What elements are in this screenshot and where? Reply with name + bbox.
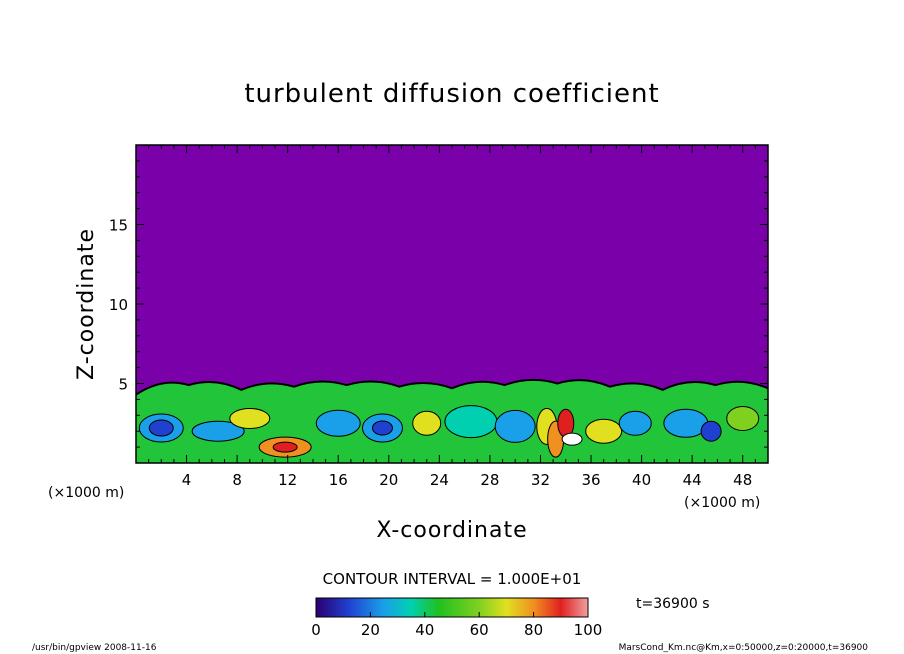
colorbar-tick-label: 80 [524, 621, 543, 639]
x-tick-label: 48 [733, 471, 752, 489]
y-tick-label: 10 [109, 296, 128, 314]
y-axis-label: Z-coordinate [74, 228, 99, 380]
turbulence-patch [561, 432, 583, 446]
y-tick-label: 15 [109, 217, 128, 235]
x-tick-label: 32 [531, 471, 550, 489]
x-tick-label: 36 [581, 471, 600, 489]
footer-right: MarsCond_Km.nc@Km,x=0:50000,z=0:20000,t=… [619, 643, 869, 653]
colorbar-tick-label: 0 [311, 621, 321, 639]
turbulence-patch [272, 441, 298, 453]
turbulence-patch [315, 409, 361, 437]
turbulence-patch [191, 420, 245, 442]
y-axis: 5 10 15 [109, 160, 768, 448]
colorbar-tick-label: 20 [361, 621, 380, 639]
turbulence-patches [138, 405, 760, 458]
colorbar [315, 597, 589, 618]
colorbar-tick-label: 40 [415, 621, 434, 639]
time-label: t=36900 s [636, 596, 710, 612]
turbulence-patch [494, 409, 536, 443]
x-tick-label: 4 [182, 471, 192, 489]
turbulence-patch [618, 410, 652, 436]
turbulence-patch [371, 420, 393, 436]
x-tick-label: 40 [632, 471, 651, 489]
contour-interval-label: CONTOUR INTERVAL = 1.000E+01 [323, 570, 582, 588]
colorbar-ticks: 0 20 40 60 80 100 [311, 612, 602, 639]
x-tick-label: 8 [232, 471, 242, 489]
x-tick-label: 28 [480, 471, 499, 489]
turbulence-patch [700, 420, 722, 442]
x-unit-right: (×1000 m) [684, 495, 760, 511]
turbulence-patch [585, 418, 623, 444]
x-tick-label: 20 [379, 471, 398, 489]
x-axis-label: X-coordinate [376, 518, 527, 543]
y-tick-label: 5 [118, 376, 128, 394]
footer-left: /usr/bin/gpview 2008-11-16 [32, 643, 157, 653]
boundary-layer-contour [136, 378, 768, 396]
x-axis: 4 8 12 16 20 24 28 32 36 40 44 48 [148, 145, 756, 489]
turbulence-patch [148, 419, 174, 437]
turbulence-patch [726, 405, 760, 431]
turbulence-patch [229, 407, 271, 429]
x-tick-label: 44 [683, 471, 702, 489]
chart-title: turbulent diffusion coefficient [244, 79, 659, 109]
turbulence-patch [444, 405, 498, 439]
x-unit-left: (×1000 m) [48, 485, 124, 501]
x-tick-label: 16 [329, 471, 348, 489]
x-tick-label: 24 [430, 471, 449, 489]
colorbar-tick-label: 100 [574, 621, 603, 639]
plot-area [136, 145, 768, 463]
colorbar-tick-label: 60 [470, 621, 489, 639]
x-tick-label: 12 [278, 471, 297, 489]
turbulence-patch [412, 410, 442, 436]
